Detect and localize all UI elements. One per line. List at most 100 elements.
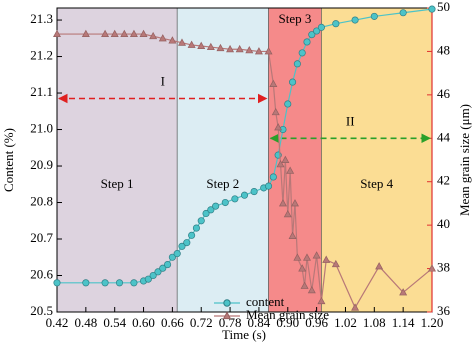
y-axis-title: Content (%) xyxy=(1,128,16,192)
point xyxy=(173,250,181,258)
point xyxy=(281,155,290,163)
point xyxy=(154,268,162,276)
step-label: Step 3 xyxy=(279,11,312,26)
x-tick-label: 0.90 xyxy=(276,315,299,330)
y2-tick-label: 38 xyxy=(437,260,450,275)
point xyxy=(307,285,316,294)
y-tick-label: 20.8 xyxy=(30,194,53,209)
point xyxy=(293,253,302,261)
point xyxy=(317,23,325,31)
point xyxy=(240,191,249,199)
point xyxy=(159,264,167,272)
point xyxy=(278,199,287,207)
x-tick-label: 0.84 xyxy=(248,315,271,330)
y-tick-label: 20.5 xyxy=(30,303,53,318)
legend-marker xyxy=(223,299,231,307)
point xyxy=(303,38,311,46)
x-tick-label: 0.42 xyxy=(46,315,69,330)
point xyxy=(101,29,110,38)
legend-marker xyxy=(222,311,232,320)
y2-tick-label: 44 xyxy=(437,129,451,144)
point xyxy=(351,303,360,311)
x-tick-label: 0.54 xyxy=(103,315,126,330)
step-region xyxy=(56,7,178,313)
y2-tick-label: 36 xyxy=(437,303,451,318)
point xyxy=(290,199,299,207)
point xyxy=(158,34,167,42)
point xyxy=(317,296,326,305)
point xyxy=(221,198,229,207)
x-tick-label: 1.08 xyxy=(363,315,386,330)
x-tick-label: 1.02 xyxy=(334,315,357,330)
point xyxy=(178,242,186,250)
point xyxy=(139,29,148,38)
point xyxy=(206,42,215,51)
point xyxy=(284,100,292,108)
point xyxy=(149,31,158,40)
x-tick-label: 1.14 xyxy=(392,315,415,330)
point xyxy=(188,231,196,239)
point xyxy=(183,239,191,247)
x-tick-label: 1.20 xyxy=(421,315,444,330)
y2-tick-label: 50 xyxy=(437,0,450,14)
point xyxy=(428,264,436,272)
x-axis-title: Time (s) xyxy=(222,327,266,342)
point xyxy=(264,47,273,55)
point xyxy=(178,38,186,46)
legend-label: Mean grain size xyxy=(246,307,329,322)
y2-axis-title: Mean grain size (μm) xyxy=(457,104,472,216)
point xyxy=(286,166,295,174)
legend-label: content xyxy=(246,294,285,309)
point xyxy=(298,49,306,57)
point xyxy=(164,261,172,269)
point xyxy=(187,40,196,48)
x-tick-label: 0.48 xyxy=(74,315,97,330)
x-tick-label: 0.60 xyxy=(132,315,155,330)
point xyxy=(269,79,278,87)
annotation-label: II xyxy=(346,113,355,128)
point xyxy=(250,188,258,196)
y-tick-label: 20.9 xyxy=(30,157,53,172)
point xyxy=(130,279,138,287)
point xyxy=(202,209,210,218)
point xyxy=(235,44,244,53)
point xyxy=(399,9,407,17)
point xyxy=(149,271,157,280)
point xyxy=(300,281,309,289)
point xyxy=(303,253,311,261)
point xyxy=(120,29,129,38)
point xyxy=(192,224,200,232)
point xyxy=(207,206,215,214)
point xyxy=(101,279,109,287)
step-region xyxy=(321,7,433,313)
point xyxy=(375,262,384,270)
x-tick-label: 0.66 xyxy=(161,315,184,330)
point xyxy=(231,195,239,203)
y2-tick-label: 48 xyxy=(437,42,450,57)
point xyxy=(212,202,220,210)
step-label: Step 2 xyxy=(206,176,239,191)
point xyxy=(197,217,205,225)
y2-tick-label: 40 xyxy=(437,216,450,231)
point xyxy=(283,209,292,218)
point xyxy=(428,5,436,13)
point xyxy=(370,12,378,20)
step-label: Step 4 xyxy=(360,176,393,191)
point xyxy=(274,123,283,131)
x-tick-label: 0.96 xyxy=(305,315,328,330)
point xyxy=(226,44,235,53)
point xyxy=(313,27,321,35)
point xyxy=(399,288,408,296)
step-label: Step 1 xyxy=(101,176,134,191)
step-region xyxy=(176,7,269,313)
point xyxy=(254,47,263,55)
point xyxy=(216,43,225,52)
point xyxy=(308,31,316,39)
y-tick-label: 21.1 xyxy=(30,84,53,99)
point xyxy=(197,41,206,49)
point xyxy=(144,275,152,283)
point xyxy=(81,29,90,38)
y-tick-label: 20.6 xyxy=(30,266,53,281)
point xyxy=(322,255,331,263)
